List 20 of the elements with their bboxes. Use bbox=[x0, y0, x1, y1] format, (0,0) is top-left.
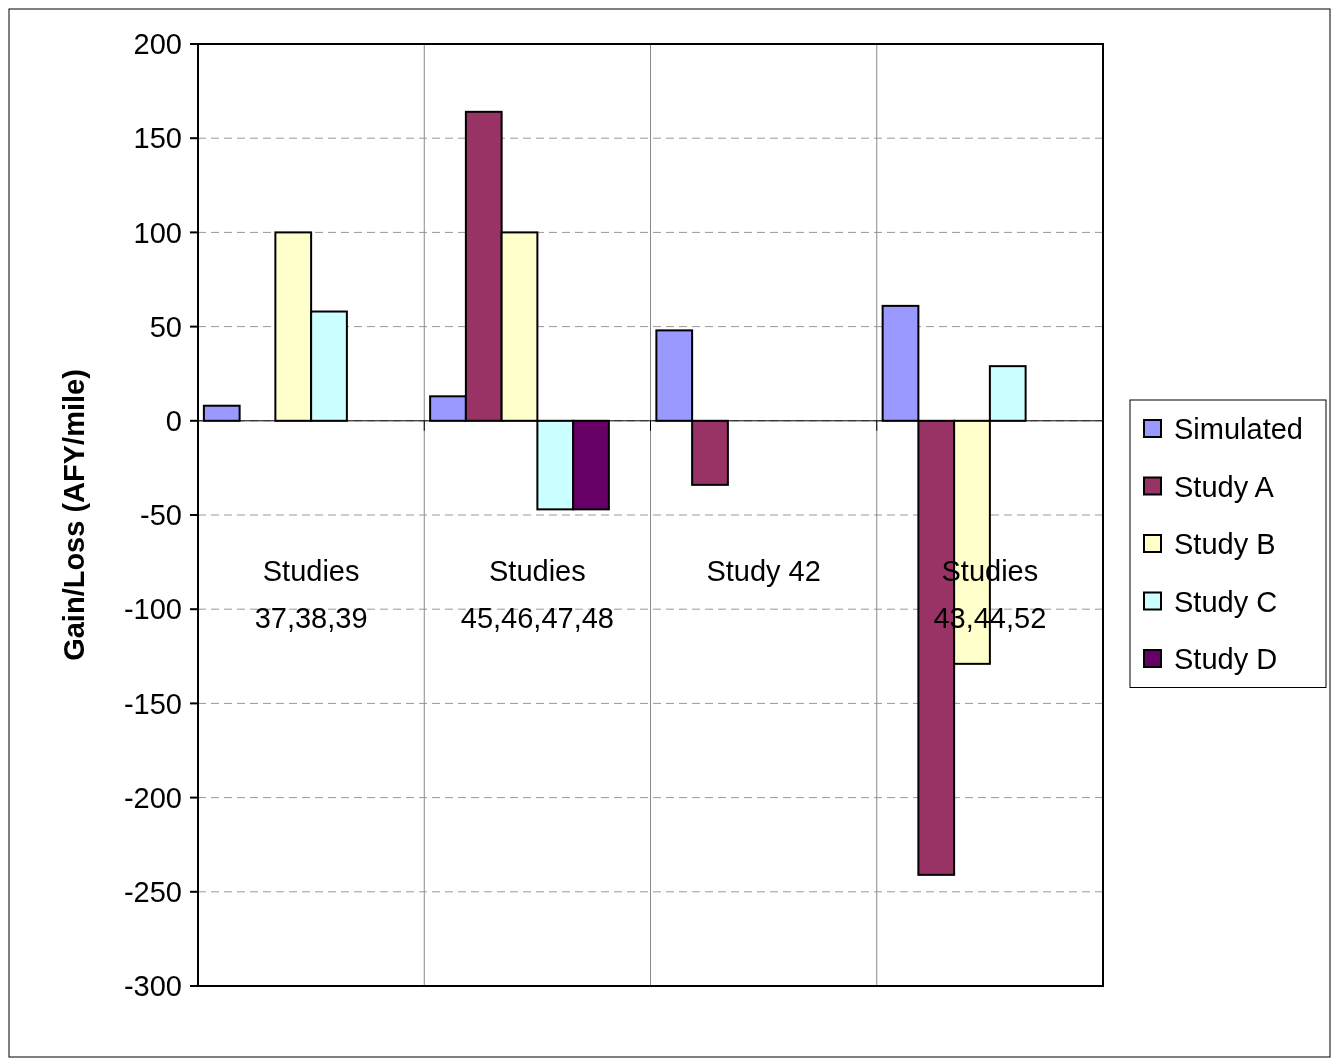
y-tick-label: -200 bbox=[123, 781, 182, 814]
y-tick-label: -100 bbox=[123, 593, 182, 626]
y-tick-label: 150 bbox=[133, 122, 182, 155]
y-tick-label: 0 bbox=[165, 404, 182, 437]
y-tick-label: -150 bbox=[123, 687, 182, 720]
y-tick-label: -250 bbox=[123, 875, 182, 908]
legend-label: Study C bbox=[1174, 585, 1278, 618]
x-tick-label: Study 42 bbox=[706, 554, 821, 587]
y-tick-label: -300 bbox=[123, 970, 182, 1003]
y-axis-title: Gain/Loss (AFY/mile) bbox=[58, 369, 90, 661]
legend-label: Study A bbox=[1174, 470, 1275, 503]
y-tick-label: 200 bbox=[133, 28, 182, 61]
legend-label: Study B bbox=[1174, 528, 1276, 561]
x-tick-label: Studies 45,46,47,48 bbox=[460, 554, 614, 634]
legend-label: Simulated bbox=[1174, 413, 1303, 446]
legend-label: Study D bbox=[1174, 643, 1278, 676]
y-tick-label: 50 bbox=[149, 310, 182, 343]
y-tick-label: 100 bbox=[133, 216, 182, 249]
x-tick-label: Studies 37,38,39 bbox=[254, 554, 368, 634]
y-tick-label: -50 bbox=[140, 499, 182, 532]
